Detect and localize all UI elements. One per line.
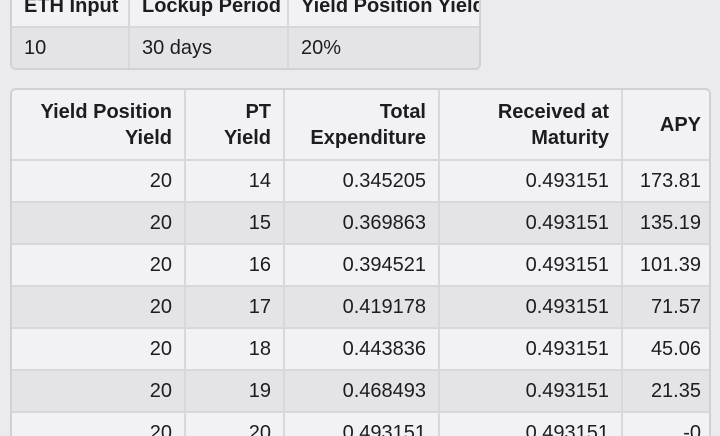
- table-cell: 173.81: [622, 160, 709, 203]
- params-header-yield-position-yield: Yield Position Yield: [288, 0, 479, 28]
- table-cell: 0.419178: [284, 286, 440, 329]
- table-row: 20 19 0.468493 0.493151 21.35: [12, 370, 709, 413]
- table-cell: 21.35: [622, 370, 709, 413]
- table-cell: 18: [185, 328, 285, 371]
- table-cell: 0.493151: [439, 328, 623, 371]
- table-cell: 15: [185, 202, 285, 245]
- table-cell: 0.493151: [284, 412, 440, 436]
- table-cell: 20: [12, 328, 186, 371]
- table-cell: 0.468493: [284, 370, 440, 413]
- table-row: 20 14 0.345205 0.493151 173.81: [12, 160, 709, 203]
- table-cell: 0.443836: [284, 328, 440, 371]
- table-cell: 45.06: [622, 328, 709, 371]
- params-value-yield-position-yield: 20%: [288, 27, 479, 68]
- table-cell: 0.493151: [439, 160, 623, 203]
- results-header-total-expenditure: Total Expenditure: [284, 90, 440, 161]
- table-cell: 20: [12, 244, 186, 287]
- table-cell: 0.493151: [439, 244, 623, 287]
- table-cell: 20: [12, 412, 186, 436]
- params-value-row: 10 30 days 20%: [12, 27, 479, 68]
- params-value-eth-input: 10: [12, 27, 130, 68]
- table-cell: 0.493151: [439, 412, 623, 436]
- table-cell: 20: [12, 370, 186, 413]
- table-row: 20 17 0.419178 0.493151 71.57: [12, 286, 709, 329]
- table-row: 20 15 0.369863 0.493151 135.19: [12, 202, 709, 245]
- table-cell: 101.39: [622, 244, 709, 287]
- table-cell: 20: [12, 286, 186, 329]
- input-params-table: ETH Input Lockup Period Yield Position Y…: [10, 0, 481, 70]
- params-header-eth-input: ETH Input: [12, 0, 130, 28]
- results-header-received-at-maturity: Received at Maturity: [439, 90, 623, 161]
- table-row: 20 20 0.493151 0.493151 -0: [12, 412, 709, 436]
- table-cell: 20: [12, 202, 186, 245]
- results-header-row: Yield Position Yield PT Yield Total Expe…: [12, 90, 709, 161]
- table-cell: 17: [185, 286, 285, 329]
- table-cell: 16: [185, 244, 285, 287]
- table-cell: 14: [185, 160, 285, 203]
- table-cell: 0.493151: [439, 370, 623, 413]
- table-cell: 0.493151: [439, 202, 623, 245]
- table-cell: 0.345205: [284, 160, 440, 203]
- table-cell: 0.394521: [284, 244, 440, 287]
- results-table-grid: Yield Position Yield PT Yield Total Expe…: [12, 90, 709, 436]
- table-cell: -0: [622, 412, 709, 436]
- table-row: 20 16 0.394521 0.493151 101.39: [12, 244, 709, 287]
- input-params-table-grid: ETH Input Lockup Period Yield Position Y…: [12, 0, 479, 68]
- params-header-row: ETH Input Lockup Period Yield Position Y…: [12, 0, 479, 28]
- table-cell: 0.369863: [284, 202, 440, 245]
- table-cell: 135.19: [622, 202, 709, 245]
- table-cell: 0.493151: [439, 286, 623, 329]
- params-value-lockup-period: 30 days: [129, 27, 289, 68]
- table-cell: 20: [185, 412, 285, 436]
- results-header-apy: APY: [622, 90, 709, 161]
- results-header-yield-position-yield: Yield Position Yield: [12, 90, 186, 161]
- results-header-pt-yield: PT Yield: [185, 90, 285, 161]
- table-cell: 19: [185, 370, 285, 413]
- table-cell: 71.57: [622, 286, 709, 329]
- table-cell: 20: [12, 160, 186, 203]
- table-row: 20 18 0.443836 0.493151 45.06: [12, 328, 709, 371]
- params-header-lockup-period: Lockup Period: [129, 0, 289, 28]
- results-table: Yield Position Yield PT Yield Total Expe…: [10, 88, 711, 436]
- results-table-body: 20 14 0.345205 0.493151 173.81 20 15 0.369863 0.…: [12, 160, 709, 436]
